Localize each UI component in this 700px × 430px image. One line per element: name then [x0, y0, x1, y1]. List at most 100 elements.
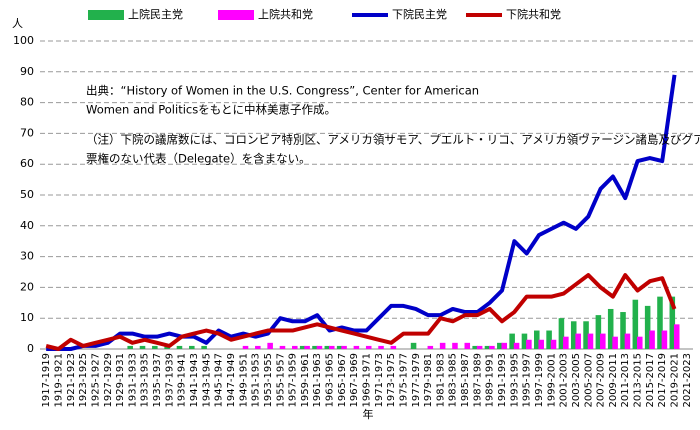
x-tick-label: 2005-2007	[583, 353, 594, 408]
bar	[661, 330, 668, 349]
bar	[279, 345, 286, 349]
bar	[365, 345, 372, 349]
bar	[378, 345, 384, 349]
x-tick-label: 1975-1977	[398, 353, 409, 408]
x-tick-label: 1923-1925	[78, 353, 89, 408]
annotation: 出典：“History of Women in the U.S. Congres…	[86, 84, 479, 98]
x-tick-label: 1999-2001	[546, 353, 557, 408]
x-tick-label: 1997-1999	[534, 353, 545, 408]
bar	[267, 342, 273, 349]
legend-label: 下院共和党	[506, 7, 561, 21]
y-tick-label: 90	[20, 65, 34, 78]
x-tick-label: 1935-1937	[152, 353, 163, 408]
legend-label: 上院共和党	[258, 7, 313, 21]
bar	[575, 333, 581, 349]
legend-swatch	[88, 10, 124, 20]
x-tick-label: 1919-1921	[53, 353, 64, 408]
x-tick-label: 1983-1985	[448, 353, 459, 408]
bar	[550, 339, 557, 349]
x-tick-label: 1969-1971	[362, 353, 373, 408]
x-tick-label: 1989-1991	[485, 353, 496, 408]
x-tick-label: 2003-2005	[571, 353, 582, 408]
bar	[600, 333, 606, 349]
bar	[427, 345, 434, 349]
bar	[587, 333, 594, 349]
bar	[534, 330, 540, 349]
y-tick-label: 30	[20, 250, 34, 263]
x-tick-label: 2017-2019	[657, 353, 668, 408]
legend-swatch	[218, 10, 254, 20]
bar	[452, 342, 458, 349]
x-tick-label: 1951-1953	[251, 353, 262, 408]
bar	[513, 342, 520, 349]
x-tick-label: 1943-1945	[201, 353, 212, 408]
x-tick-label: 1925-1927	[90, 353, 101, 408]
bar	[607, 308, 614, 349]
x-tick-label: 2007-2009	[596, 353, 607, 408]
annotation: 票権のない代表（Delegate）を含まない。	[86, 152, 311, 166]
bar	[620, 312, 626, 349]
bar	[546, 330, 552, 349]
x-tick-label: 1957-1959	[288, 353, 299, 408]
y-tick-label: 60	[20, 157, 34, 170]
bar	[328, 345, 335, 349]
bar	[509, 333, 515, 349]
x-tick-label: 2015-2017	[645, 353, 656, 408]
legend-label: 上院民主党	[128, 7, 183, 21]
x-tick-label: 1963-1965	[325, 353, 336, 408]
bar	[538, 339, 544, 349]
bar	[390, 345, 397, 349]
bar	[299, 345, 306, 349]
x-tick-label: 1927-1929	[103, 353, 114, 408]
x-tick-label: 1959-1961	[300, 353, 311, 408]
bar	[304, 345, 310, 349]
x-tick-label: 1955-1957	[275, 353, 286, 408]
x-tick-label: 1977-1979	[411, 353, 422, 408]
x-tick-label: 2001-2003	[559, 353, 570, 408]
bar	[472, 345, 478, 349]
y-tick-label: 10	[20, 311, 34, 324]
bar	[563, 336, 569, 349]
x-tick-label: 1939-1941	[177, 353, 188, 408]
y-axis-label: 人	[12, 17, 23, 30]
bar	[242, 345, 249, 349]
bar	[439, 342, 446, 349]
annotation: Women and Politicsをもとに中林美恵子作成。	[86, 103, 336, 117]
x-axis-label: 年	[363, 407, 374, 421]
bar	[595, 315, 602, 349]
x-tick-label: 1981-1983	[435, 353, 446, 408]
x-tick-label: 1961-1963	[312, 353, 323, 408]
bar	[410, 342, 417, 349]
x-tick-label: 1921-1923	[66, 353, 77, 408]
line	[45, 273, 677, 351]
bar	[341, 345, 347, 349]
x-tick-label: 2009-2011	[608, 353, 619, 408]
bar	[353, 345, 360, 349]
bar	[476, 345, 483, 349]
bar	[673, 324, 680, 349]
x-tick-label: 1993-1995	[509, 353, 520, 408]
x-tick-label: 1947-1949	[226, 353, 237, 408]
bar	[632, 299, 639, 349]
x-tick-label: 1917-1919	[41, 353, 52, 408]
x-tick-label: 1931-1933	[127, 353, 138, 408]
bar	[644, 305, 651, 349]
x-tick-label: 1973-1975	[386, 353, 397, 408]
x-tick-label: 2011-2013	[620, 353, 631, 408]
x-tick-label: 1967-1969	[349, 353, 360, 408]
annotation: （注）下院の議席数には、コロンビア特別区、アメリカ領サモア、プエルト・リコ、アメ…	[86, 133, 700, 147]
x-tick-label: 2019-2021	[670, 353, 681, 408]
bar	[583, 321, 589, 349]
x-tick-label: 1979-1981	[423, 353, 434, 408]
x-tick-label: 1971-1973	[374, 353, 385, 408]
x-tick-label: 1985-1987	[460, 353, 471, 408]
y-tick-label: 50	[20, 188, 34, 201]
bar	[526, 339, 532, 349]
bar	[255, 345, 261, 349]
bar	[484, 345, 491, 349]
bar	[521, 333, 528, 349]
bar	[612, 336, 618, 349]
line	[46, 74, 677, 351]
bar	[657, 296, 663, 349]
